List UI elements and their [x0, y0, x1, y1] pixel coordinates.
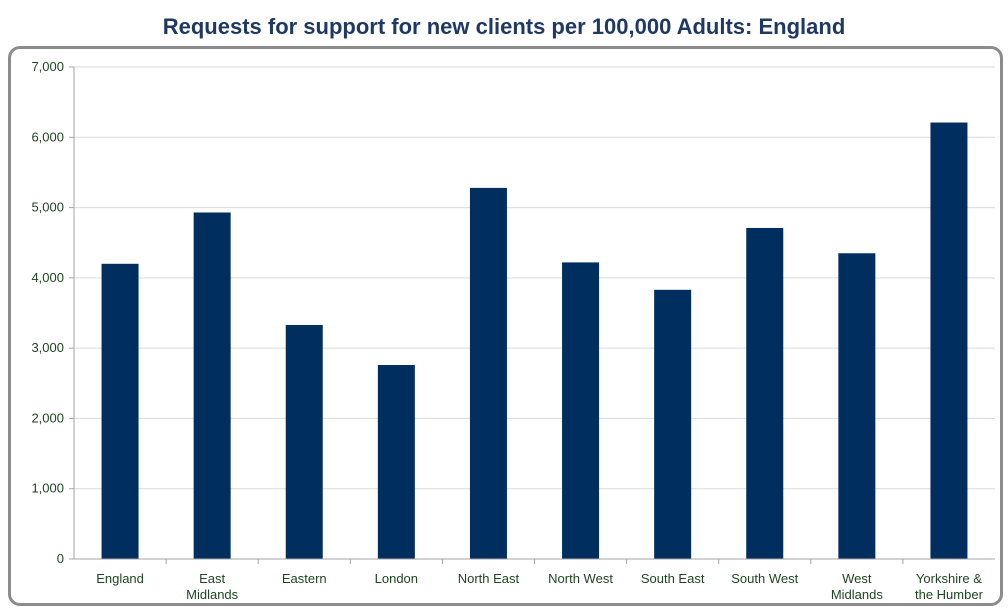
- bar: [469, 187, 507, 560]
- x-tick-label: London: [375, 571, 418, 586]
- bar: [285, 324, 323, 559]
- y-tick-label: 3,000: [31, 340, 64, 355]
- x-tick-label: South East: [641, 571, 705, 586]
- chart-title: Requests for support for new clients per…: [162, 14, 846, 39]
- x-tick-label: England: [96, 571, 144, 586]
- bar: [930, 122, 968, 560]
- x-tick-label: Eastern: [282, 571, 327, 586]
- bar: [654, 289, 692, 559]
- y-tick-label: 4,000: [31, 270, 64, 285]
- bar: [562, 262, 600, 559]
- chart-frame: [8, 46, 1003, 606]
- bar: [746, 227, 784, 559]
- y-tick-label: 0: [57, 551, 64, 566]
- bar: [193, 212, 231, 559]
- bars: [101, 122, 968, 560]
- y-tick-label: 1,000: [31, 481, 64, 496]
- y-axis: 0 1,000 2,000 3,000 4,000 5,000 6,000 7,000: [31, 59, 75, 566]
- bar: [838, 253, 876, 559]
- y-tick-label: 2,000: [31, 410, 64, 425]
- x-tick-label: Yorkshire & the Humber: [915, 571, 984, 602]
- x-axis: England East Midlands Eastern London North Ea…: [74, 558, 995, 602]
- x-tick-label: North West: [548, 571, 613, 586]
- y-tick-label: 5,000: [31, 200, 64, 215]
- x-tick-label: East Midlands: [186, 571, 239, 602]
- bar: [101, 263, 139, 559]
- bar: [377, 365, 415, 559]
- y-tick-label: 7,000: [31, 59, 64, 74]
- x-tick-label: South West: [731, 571, 798, 586]
- x-tick-label: North East: [458, 571, 520, 586]
- x-tick-label: West Midlands: [831, 571, 884, 602]
- y-tick-label: 6,000: [31, 129, 64, 144]
